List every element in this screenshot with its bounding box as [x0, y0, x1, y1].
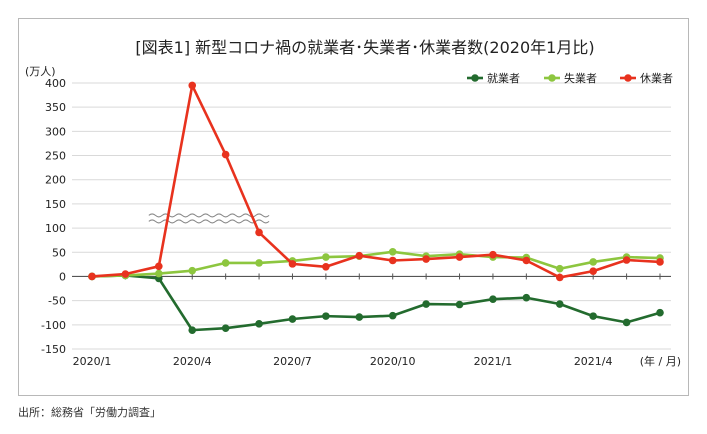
y-tick-label: -150	[41, 343, 66, 356]
x-tick-label: 2021/4	[574, 355, 613, 368]
data-point	[656, 258, 664, 266]
y-tick-label: 200	[45, 174, 66, 187]
data-point	[622, 318, 631, 327]
data-point	[422, 255, 430, 263]
legend-item: 就業者	[467, 71, 520, 85]
series-line	[91, 274, 661, 332]
data-point	[555, 273, 564, 282]
data-point	[322, 312, 330, 320]
axis-break-wave	[148, 219, 270, 224]
data-point	[221, 150, 230, 159]
legend: 就業者 失業者 休業者	[467, 71, 673, 85]
x-axis-label: (年 / 月)	[640, 354, 681, 368]
series-line	[91, 250, 661, 278]
data-point	[355, 313, 364, 321]
axis-break-gap	[148, 215, 270, 222]
series-line	[91, 84, 661, 279]
data-point	[589, 267, 597, 275]
legend-marker	[624, 74, 632, 82]
data-point	[155, 262, 163, 271]
data-point	[455, 253, 464, 261]
data-point	[522, 256, 531, 265]
legend-item: 失業者	[544, 72, 597, 85]
y-tick-label: 0	[59, 270, 66, 283]
x-tick-label: 2020/1	[73, 355, 112, 368]
data-point	[489, 295, 497, 303]
data-point	[255, 259, 263, 267]
data-point	[622, 256, 631, 264]
y-tick-label: 50	[52, 246, 66, 259]
data-point	[255, 320, 263, 328]
x-tick-label: 2020/4	[173, 355, 212, 368]
data-point	[555, 300, 564, 308]
y-tick-label: 350	[45, 101, 66, 114]
data-point	[288, 260, 297, 268]
legend-label: 失業者	[564, 72, 597, 85]
legend-item: 休業者	[620, 72, 673, 85]
legend-marker	[471, 74, 479, 82]
data-point	[388, 311, 397, 320]
data-point	[221, 324, 230, 333]
legend-label: 休業者	[640, 72, 673, 85]
chart-title: [図表1] 新型コロナ禍の就業者･失業者･休業者数(2020年1月比)	[135, 38, 594, 57]
data-point	[555, 264, 564, 273]
series-休業者	[88, 81, 664, 282]
y-tick-label: 300	[45, 125, 66, 138]
data-point	[522, 293, 531, 302]
y-tick-label: -100	[41, 319, 66, 332]
x-tick-label: 2020/7	[273, 355, 312, 368]
data-point	[355, 251, 364, 260]
y-tick-labels: 400 350 300 250 200 150 100 50 0 -50 -100 -150	[41, 77, 66, 356]
data-point	[388, 256, 397, 265]
data-point	[88, 272, 96, 281]
x-tick-label: 2021/1	[474, 355, 513, 368]
x-tick-labels: 2020/1 2020/4 2020/7 2020/10 2021/1 2021/4	[73, 355, 613, 368]
chart-frame: [図表1] 新型コロナ禍の就業者･失業者･休業者数(2020年1月比) (万人)…	[18, 18, 689, 396]
data-point	[255, 228, 263, 237]
y-tick-label: 400	[45, 77, 66, 90]
data-point	[455, 300, 464, 309]
data-point	[221, 259, 230, 267]
y-tick-label: 100	[45, 222, 66, 235]
data-point	[589, 258, 597, 266]
data-point	[422, 300, 430, 308]
grid-lines	[72, 82, 671, 350]
y-tick-label: -50	[48, 295, 66, 308]
data-point	[155, 269, 163, 278]
data-point	[322, 262, 330, 271]
data-point	[656, 308, 664, 317]
data-point	[188, 266, 197, 275]
x-tick-label: 2020/10	[370, 355, 416, 368]
y-axis-label: (万人)	[25, 65, 56, 78]
legend-label: 就業者	[487, 71, 520, 85]
source-note: 出所：総務省「労働力調査」	[18, 406, 161, 419]
y-tick-label: 150	[45, 198, 66, 211]
data-point	[388, 247, 397, 256]
legend-marker	[548, 74, 556, 82]
data-point	[188, 81, 197, 90]
series-lines	[88, 81, 664, 334]
data-point	[288, 315, 297, 323]
y-tick-label: 250	[45, 150, 66, 163]
data-point	[188, 326, 197, 334]
line-chart: [図表1] 新型コロナ禍の就業者･失業者･休業者数(2020年1月比) (万人)…	[25, 38, 681, 368]
data-point	[489, 250, 497, 259]
data-point	[589, 312, 597, 320]
data-point	[322, 253, 330, 261]
data-point	[121, 270, 130, 278]
